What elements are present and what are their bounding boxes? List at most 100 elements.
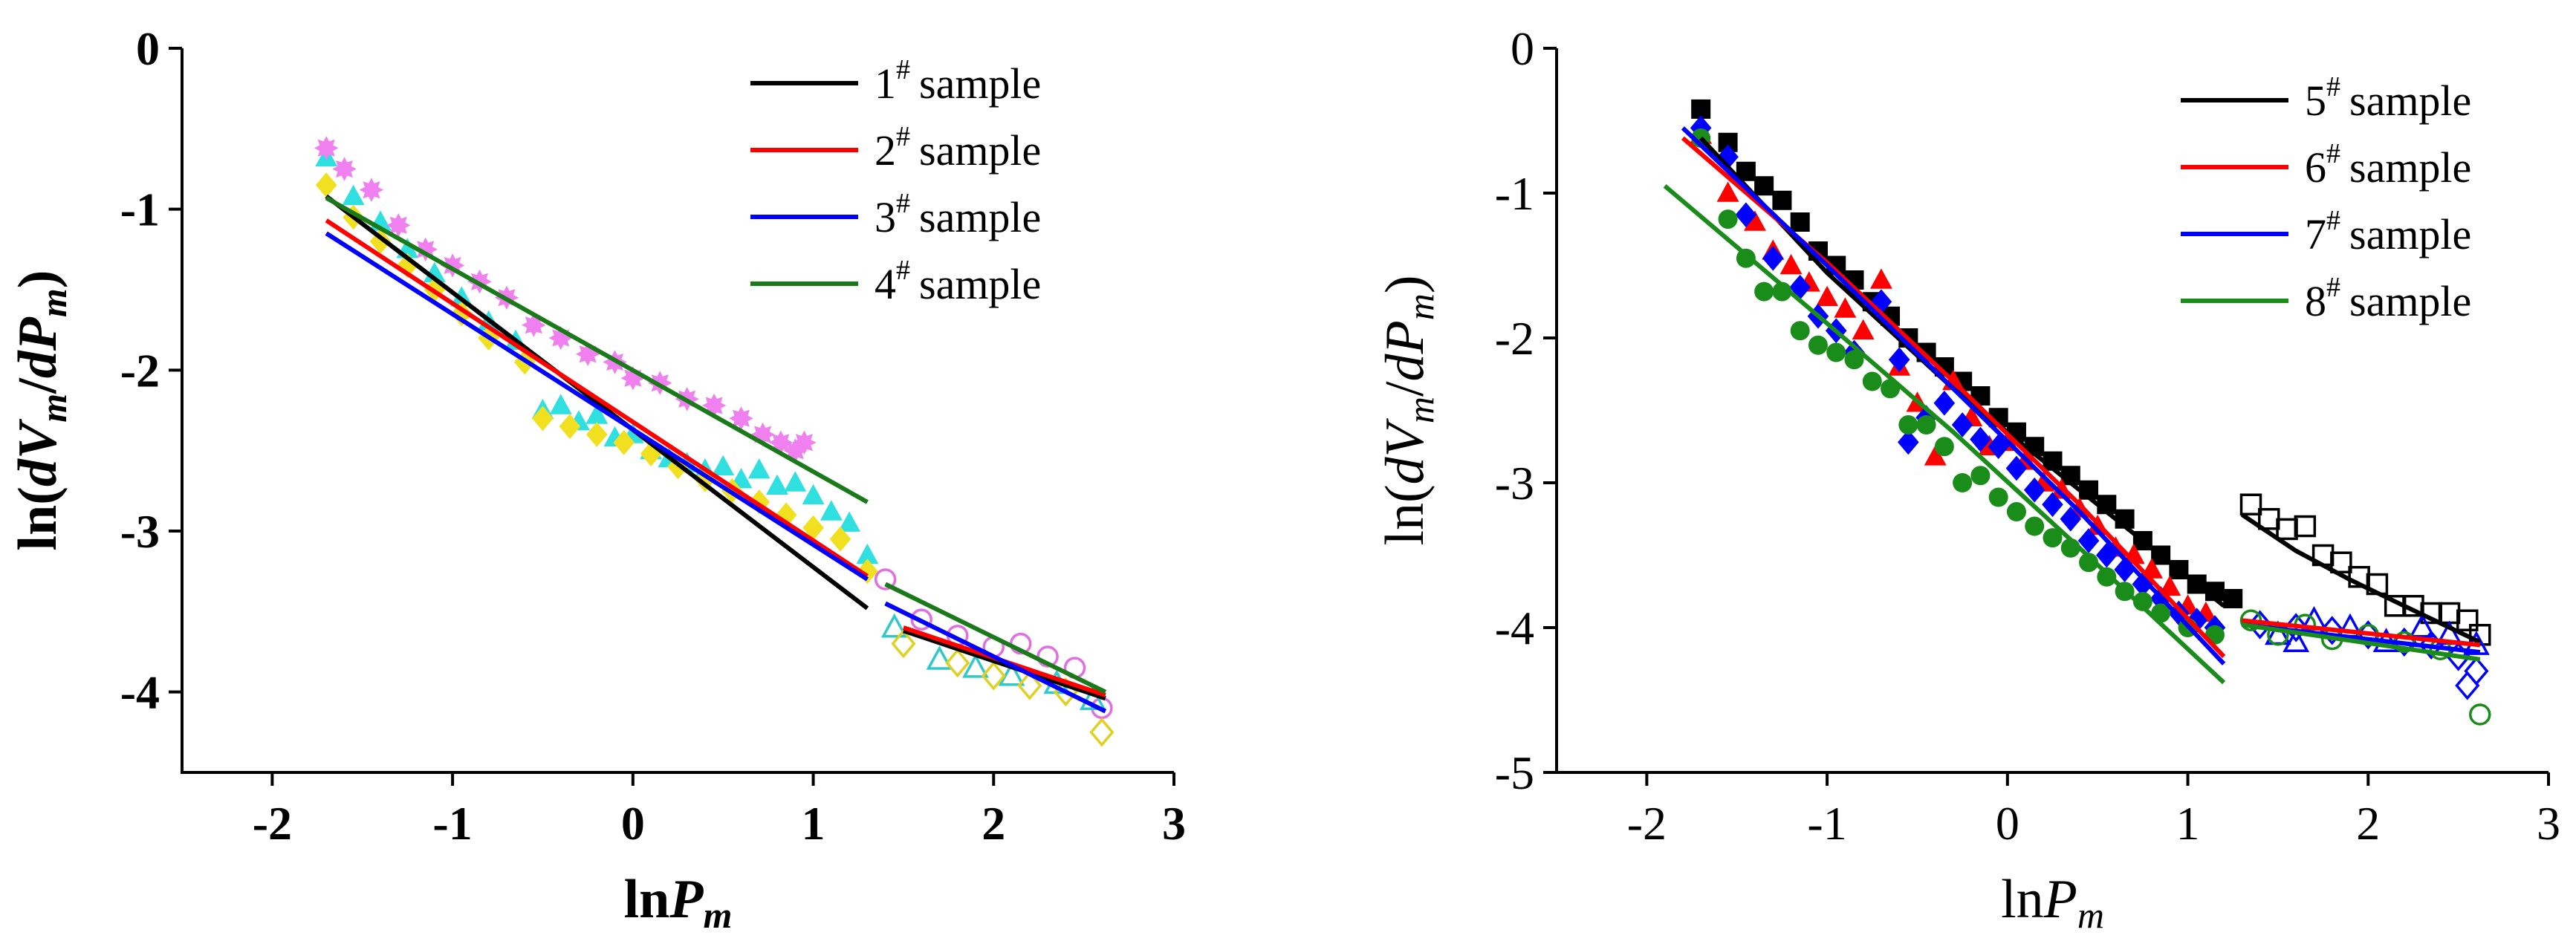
data-point bbox=[1862, 371, 1882, 391]
data-point bbox=[998, 661, 1025, 686]
data-point bbox=[1970, 466, 1991, 486]
data-point bbox=[1970, 426, 1991, 452]
data-point bbox=[2223, 589, 2243, 608]
data-point bbox=[802, 515, 824, 541]
data-point bbox=[1870, 289, 1892, 315]
x-tick-label: 3 bbox=[1162, 797, 1186, 850]
data-point bbox=[549, 394, 572, 414]
data-point bbox=[1790, 212, 1810, 232]
data-point bbox=[729, 406, 753, 431]
fit-line-series-8 bbox=[1663, 184, 2226, 685]
data-point bbox=[2023, 477, 2045, 503]
data-point bbox=[1933, 390, 1956, 416]
data-point bbox=[981, 661, 1006, 691]
data-point bbox=[359, 178, 384, 202]
data-point bbox=[315, 172, 337, 198]
data-point bbox=[2077, 528, 2100, 553]
data-point bbox=[2132, 571, 2154, 597]
data-point bbox=[1735, 202, 1757, 228]
data-point bbox=[2464, 656, 2489, 686]
data-point bbox=[1834, 297, 1857, 318]
legend-label: 8# sample bbox=[2305, 272, 2471, 325]
data-point bbox=[2132, 591, 2152, 611]
y-tick-label: -2 bbox=[1495, 312, 1534, 365]
axes-frame bbox=[181, 48, 1174, 774]
data-point bbox=[2096, 542, 2118, 568]
chart-panel-right: -2 -1 0 1 2 3 0 -1 -2 -3 -4 -5 lnPm ln(dVm/dPm) 5# samp… bbox=[1375, 22, 2560, 936]
y-axis-label: ln(dVm/dPm) bbox=[7, 270, 74, 551]
x-axis-label: lnPm bbox=[624, 869, 733, 936]
data-point bbox=[1754, 281, 1774, 302]
data-point bbox=[2276, 518, 2298, 541]
fit-line-series-8 bbox=[2241, 622, 2481, 662]
fit-line-series-6 bbox=[2242, 618, 2481, 648]
data-point bbox=[891, 629, 916, 659]
y-tick-label: -3 bbox=[1495, 457, 1534, 510]
x-tick-label: -1 bbox=[1807, 797, 1846, 850]
data-point bbox=[450, 301, 473, 327]
data-point bbox=[1988, 487, 2008, 507]
y-tick-label: 0 bbox=[136, 22, 160, 75]
data-point bbox=[2114, 557, 2135, 582]
data-point bbox=[1916, 415, 1936, 434]
fit-line-series-2 bbox=[325, 218, 869, 579]
legend-label: 3# sample bbox=[875, 188, 1041, 241]
data-point bbox=[1826, 342, 1846, 362]
legend: 1# sample 2# sample 3# sample 4# sample bbox=[750, 54, 1041, 308]
fit-line-series-3 bbox=[884, 601, 1107, 714]
legend-label: 4# sample bbox=[875, 255, 1041, 308]
data-point bbox=[532, 406, 554, 432]
data-point bbox=[945, 648, 970, 678]
data-point bbox=[2060, 506, 2082, 532]
data-point bbox=[747, 458, 770, 479]
data-point bbox=[1844, 350, 1864, 370]
chart-panel-left: -2 -1 0 1 2 3 0 -1 -2 -3 -4 lnPm ln(dVm/dPm) 1# sample… bbox=[7, 22, 1186, 936]
fit-line-series-4 bbox=[325, 195, 869, 504]
legend-label: 2# sample bbox=[875, 121, 1041, 175]
data-point bbox=[1816, 285, 1839, 307]
data-point bbox=[1898, 415, 1918, 434]
x-tick-label: 2 bbox=[982, 797, 1005, 850]
x-tick-label: 1 bbox=[2176, 797, 2200, 850]
fit-line-series-1 bbox=[902, 628, 1106, 701]
data-point bbox=[962, 653, 989, 678]
fit-line-series-7 bbox=[1681, 126, 2226, 665]
data-point bbox=[2456, 609, 2479, 631]
data-point bbox=[2330, 551, 2352, 573]
data-point bbox=[2409, 613, 2436, 638]
x-tick-label: 0 bbox=[621, 797, 645, 850]
data-point bbox=[1808, 335, 1828, 355]
data-point bbox=[2097, 567, 2117, 587]
data-point bbox=[397, 253, 418, 279]
data-point bbox=[838, 511, 861, 532]
data-point bbox=[1017, 671, 1042, 700]
data-point bbox=[1716, 181, 1739, 202]
data-point bbox=[1888, 347, 1910, 373]
data-point bbox=[880, 613, 908, 638]
data-point bbox=[1754, 176, 1774, 196]
data-point bbox=[2079, 553, 2099, 573]
data-point bbox=[1953, 473, 1973, 492]
x-tick-label: -1 bbox=[432, 797, 472, 850]
fit-line-series-1 bbox=[325, 194, 869, 611]
y-axis-label: ln(dVm/dPm) bbox=[1375, 275, 1441, 545]
data-point bbox=[2186, 608, 2207, 634]
fit-line-series-5 bbox=[2240, 512, 2482, 645]
data-point bbox=[2239, 493, 2262, 515]
data-point bbox=[2438, 602, 2461, 625]
data-point bbox=[559, 414, 581, 440]
data-point bbox=[829, 526, 851, 552]
data-point bbox=[1988, 434, 2009, 460]
data-point bbox=[1789, 274, 1811, 300]
data-point bbox=[856, 543, 879, 564]
data-point bbox=[1898, 429, 1919, 455]
data-point bbox=[386, 213, 411, 238]
y-tick-label: -2 bbox=[120, 344, 160, 397]
data-point bbox=[2469, 703, 2491, 726]
data-point bbox=[792, 430, 817, 455]
fit-line-series-4 bbox=[884, 582, 1107, 694]
data-point bbox=[2005, 455, 2028, 481]
series-5-points bbox=[1691, 99, 2243, 608]
fit-line-series-3 bbox=[325, 231, 869, 582]
